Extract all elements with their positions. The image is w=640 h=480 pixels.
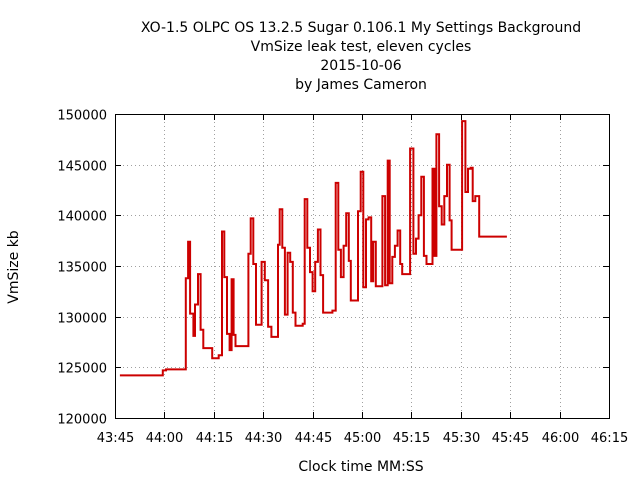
x-axis-label: Clock time MM:SS [298, 459, 423, 475]
x-axis: 43:45 44:00 44:15 44:30 44:45 45:00 45:15 45:30… [97, 114, 628, 446]
x-tick-label: 44:15 [196, 431, 233, 446]
x-tick-label: 46:00 [542, 431, 579, 446]
chart-title: XO-1.5 OLPC OS 13.2.5 Sugar 0.106.1 My S… [141, 20, 581, 93]
y-tick-label: 120000 [57, 413, 107, 428]
plot-frame [115, 114, 610, 419]
x-tick-label: 44:00 [146, 431, 183, 446]
x-tick-label: 46:15 [591, 431, 628, 446]
series-line [119, 120, 507, 377]
x-tick-label: 44:45 [295, 431, 332, 446]
y-tick-label: 130000 [57, 312, 107, 327]
x-tick-label: 44:30 [245, 431, 282, 446]
chart-title-line: by James Cameron [295, 77, 427, 93]
x-tick-label: 43:45 [97, 431, 134, 446]
x-tick-label: 45:00 [344, 431, 381, 446]
x-tick-label: 45:45 [492, 431, 529, 446]
chart-title-line: VmSize leak test, eleven cycles [251, 39, 472, 55]
chart-plot-area [119, 120, 507, 377]
y-tick-label: 125000 [57, 362, 107, 377]
y-tick-label: 135000 [57, 261, 107, 276]
y-tick-label: 150000 [57, 109, 107, 124]
chart-title-line: XO-1.5 OLPC OS 13.2.5 Sugar 0.106.1 My S… [141, 20, 581, 36]
y-axis: 120000 125000 130000 135000 140000 145000 1500… [57, 109, 609, 428]
y-tick-label: 140000 [57, 210, 107, 225]
x-tick-label: 45:15 [393, 431, 430, 446]
y-tick-label: 145000 [57, 160, 107, 175]
y-axis-label: VmSize kb [6, 230, 22, 304]
x-tick-label: 45:30 [443, 431, 480, 446]
chart-title-line: 2015-10-06 [320, 58, 401, 74]
